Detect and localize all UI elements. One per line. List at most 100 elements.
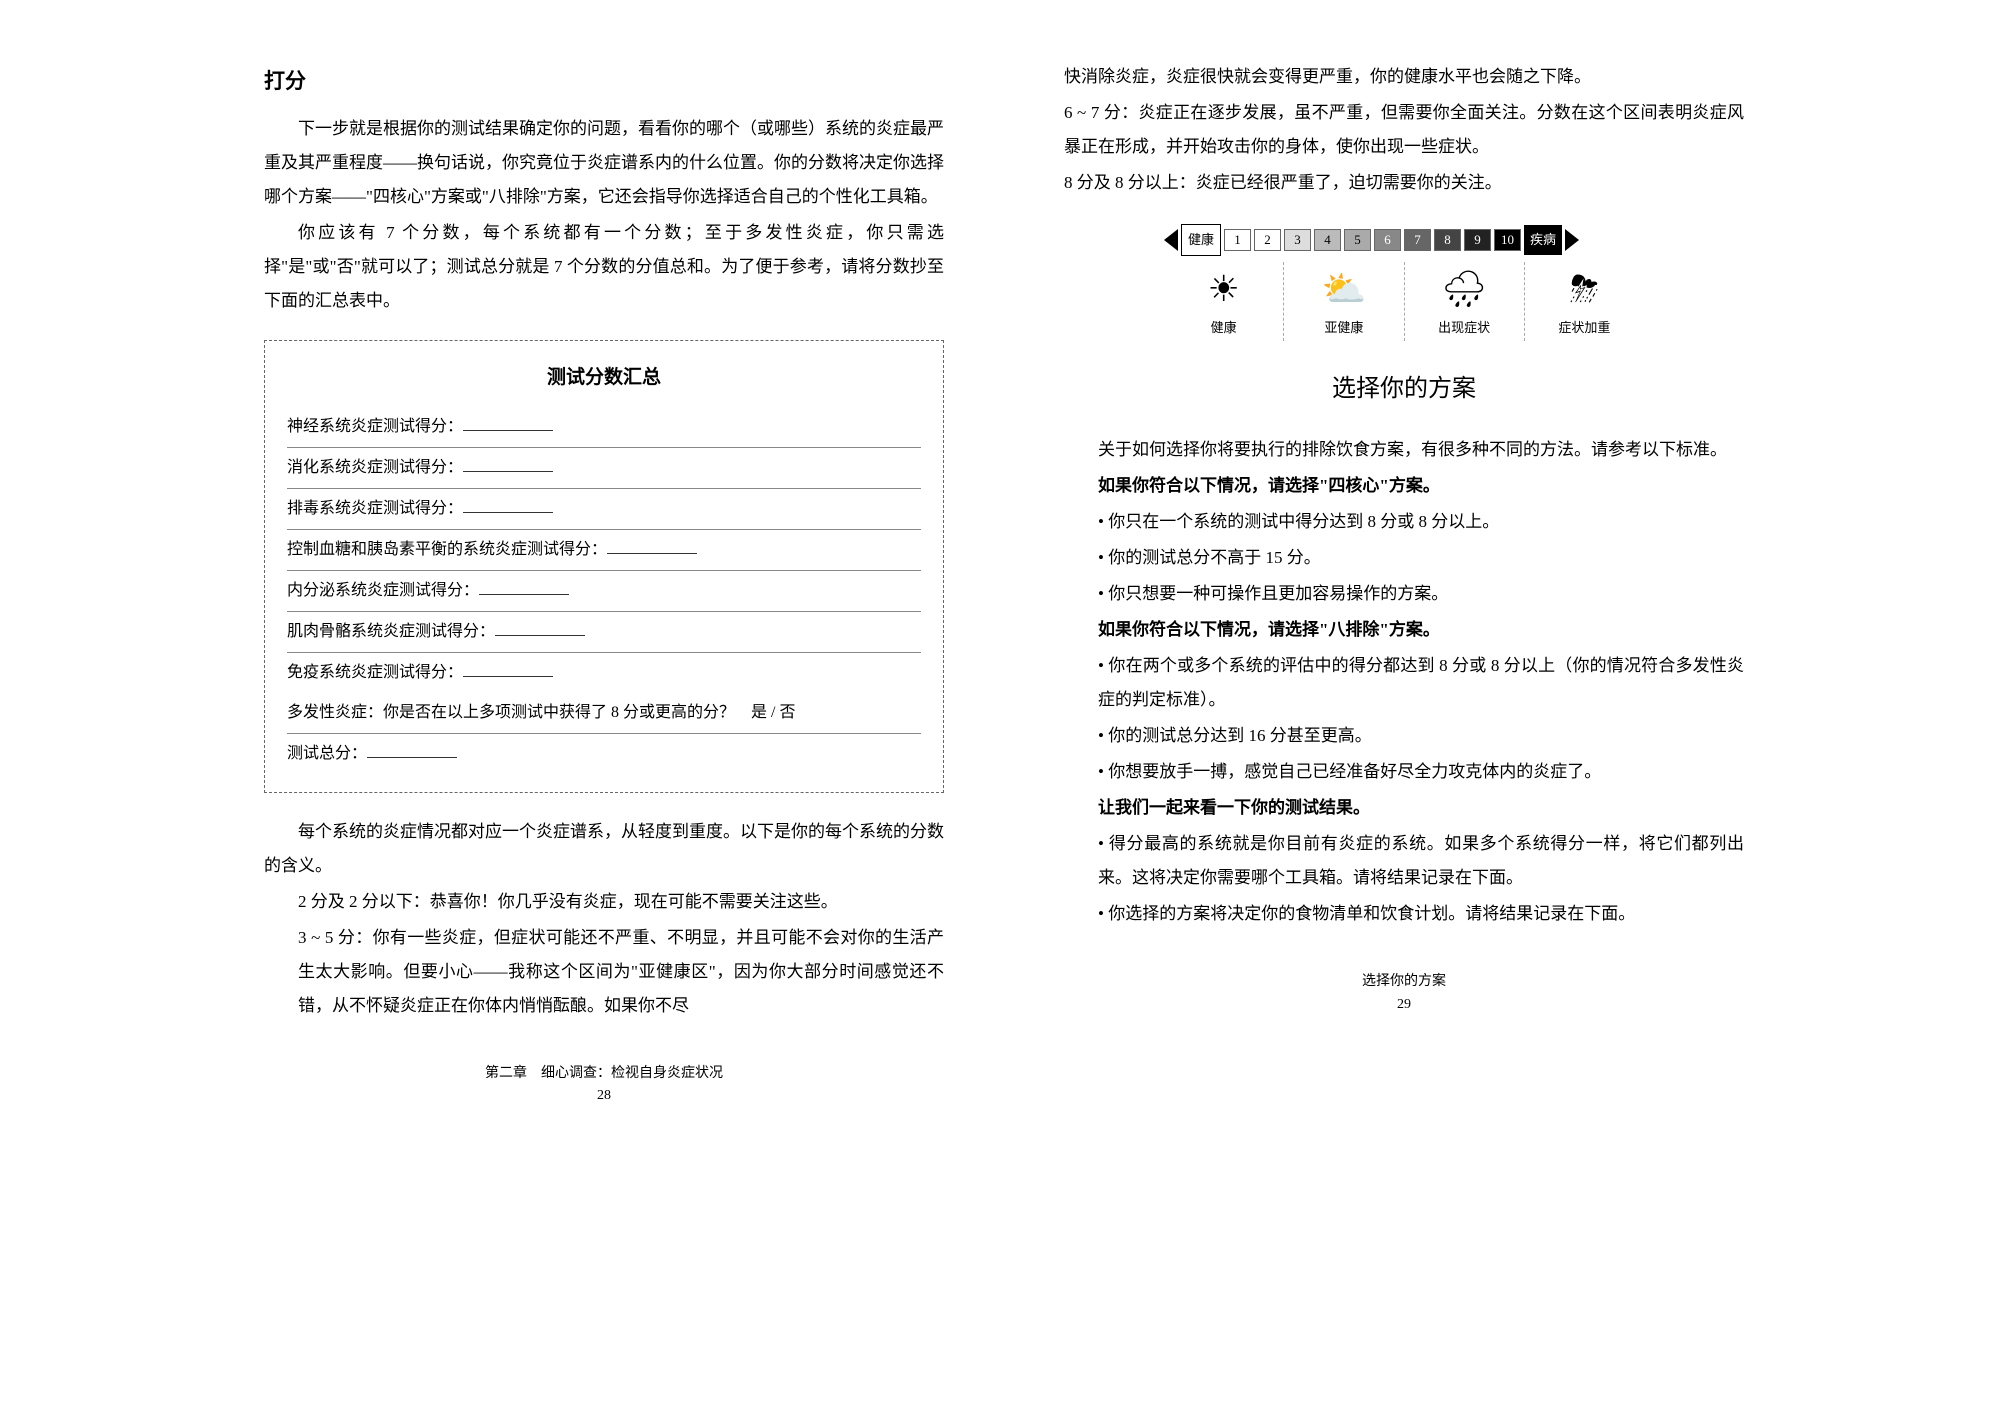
- score-rows: 神经系统炎症测试得分： 消化系统炎症测试得分： 排毒系统炎症测试得分： 控制血糖和胰岛…: [287, 407, 921, 693]
- spectrum-stage: ⛅ 亚健康: [1284, 262, 1404, 341]
- spectrum-stage: ☀ 健康: [1164, 262, 1284, 341]
- center-heading: 选择你的方案: [1064, 365, 1744, 413]
- weather-icon: ☀: [1164, 268, 1283, 311]
- spectrum-cell: 8: [1434, 229, 1461, 251]
- spectrum-cell: 5: [1344, 229, 1371, 251]
- score-line-multi: 多发性炎症：你是否在以上多项测试中获得了 8 分或更高的分？ 是 / 否: [287, 693, 921, 734]
- range-item: 2 分及 2 分以下：恭喜你！你几乎没有炎症，现在可能不需要关注这些。: [298, 885, 944, 919]
- score-line: 神经系统炎症测试得分：: [287, 407, 921, 448]
- paragraph: 每个系统的炎症情况都对应一个炎症谱系，从轻度到重度。以下是你的每个系统的分数的含…: [264, 815, 944, 883]
- stage-label: 症状加重: [1525, 315, 1644, 341]
- weather-icon: 🌧: [1405, 268, 1524, 311]
- weather-icon: ⛅: [1284, 268, 1403, 311]
- paragraph: 你应该有 7 个分数，每个系统都有一个分数；至于多发性炎症，你只需选择"是"或"…: [264, 216, 944, 318]
- bullet-item: 你只想要一种可操作且更加容易操作的方案。: [1098, 577, 1744, 611]
- score-label: 神经系统炎症测试得分：: [287, 418, 463, 435]
- result-list: 得分最高的系统就是你目前有炎症的系统。如果多个系统得分一样，将它们都列出来。这将…: [1064, 827, 1744, 931]
- score-label: 内分泌系统炎症测试得分：: [287, 582, 479, 599]
- total-label: 测试总分：: [287, 745, 367, 762]
- range-item: 8 分及 8 分以上：炎症已经很严重了，迫切需要你的关注。: [1064, 166, 1744, 200]
- spectrum-cell: 7: [1404, 229, 1431, 251]
- bullet-item: 你的测试总分不高于 15 分。: [1098, 541, 1744, 575]
- score-line: 免疫系统炎症测试得分：: [287, 653, 921, 693]
- weather-icon: ⛈: [1525, 268, 1644, 311]
- score-summary-box: 测试分数汇总 神经系统炎症测试得分： 消化系统炎症测试得分： 排毒系统炎症测试得分：…: [264, 340, 944, 793]
- bullet-item: 你想要放手一搏，感觉自己已经准备好尽全力攻克体内的炎症了。: [1098, 755, 1744, 789]
- condition-title: 如果你符合以下情况，请选择"四核心"方案。: [1064, 469, 1744, 503]
- bullet-item: 你只在一个系统的测试中得分达到 8 分或 8 分以上。: [1098, 505, 1744, 539]
- range-text: 炎症正在逐步发展，虽不严重，但需要你全面关注。分数在这个区间表明炎症风暴正在形成…: [1064, 103, 1744, 156]
- spectrum-cell: 1: [1224, 229, 1251, 251]
- continuation-text: 快消除炎症，炎症很快就会变得更严重，你的健康水平也会随之下降。: [1064, 60, 1744, 94]
- spectrum-cell: 9: [1464, 229, 1491, 251]
- bullet-item: 得分最高的系统就是你目前有炎症的系统。如果多个系统得分一样，将它们都列出来。这将…: [1098, 827, 1744, 895]
- spectrum-right-label: 疾病: [1524, 225, 1562, 255]
- score-line: 内分泌系统炎症测试得分：: [287, 571, 921, 612]
- blank-field[interactable]: [367, 740, 457, 758]
- score-label: 免疫系统炎症测试得分：: [287, 664, 463, 681]
- range-item: 3 ~ 5 分：你有一些炎症，但症状可能还不严重、不明显，并且可能不会对你的生活…: [298, 921, 944, 1023]
- stage-label: 亚健康: [1284, 315, 1403, 341]
- book-spread: 打分 下一步就是根据你的测试结果确定你的问题，看看你的哪个（或哪些）系统的炎症最…: [264, 60, 1744, 1108]
- spectrum-cell: 3: [1284, 229, 1311, 251]
- score-line: 控制血糖和胰岛素平衡的系统炎症测试得分：: [287, 530, 921, 571]
- spectrum-cell: 10: [1494, 229, 1521, 251]
- blank-field[interactable]: [463, 413, 553, 431]
- footer-chapter: 选择你的方案: [1064, 971, 1744, 993]
- paragraph: 关于如何选择你将要执行的排除饮食方案，有很多种不同的方法。请参考以下标准。: [1064, 433, 1744, 467]
- range-text: 你有一些炎症，但症状可能还不严重、不明显，并且可能不会对你的生活产生太大影响。但…: [298, 928, 944, 1015]
- spectrum-left-label: 健康: [1181, 224, 1221, 256]
- score-line: 消化系统炎症测试得分：: [287, 448, 921, 489]
- spectrum-stage: ⛈ 症状加重: [1525, 262, 1644, 341]
- range-block: 2 分及 2 分以下：恭喜你！你几乎没有炎症，现在可能不需要关注这些。 3 ~ …: [298, 885, 944, 1023]
- range-label: 6 ~ 7 分：: [1064, 103, 1139, 122]
- page-right: 快消除炎症，炎症很快就会变得更严重，你的健康水平也会随之下降。 6 ~ 7 分：…: [1064, 60, 1744, 1108]
- spectrum-stage: 🌧 出现症状: [1405, 262, 1525, 341]
- bullet-item: 你选择的方案将决定你的食物清单和饮食计划。请将结果记录在下面。: [1098, 897, 1744, 931]
- score-label: 肌肉骨骼系统炎症测试得分：: [287, 623, 495, 640]
- section-title: 打分: [264, 60, 944, 102]
- footer-page-number: 29: [1064, 994, 1744, 1016]
- spectrum-cell: 4: [1314, 229, 1341, 251]
- range-label: 8 分及 8 分以上：: [1064, 173, 1196, 192]
- blank-field[interactable]: [495, 618, 585, 636]
- range-item: 6 ~ 7 分：炎症正在逐步发展，虽不严重，但需要你全面关注。分数在这个区间表明…: [1064, 96, 1744, 164]
- footer-page-number: 28: [264, 1085, 944, 1107]
- condition2-list: 你在两个或多个系统的评估中的得分都达到 8 分或 8 分以上（你的情况符合多发性…: [1064, 649, 1744, 789]
- spectrum-scale: 健康 12345678910 疾病: [1164, 224, 1644, 256]
- blank-field[interactable]: [463, 659, 553, 677]
- range-label: 3 ~ 5 分：: [298, 928, 373, 947]
- score-label: 排毒系统炎症测试得分：: [287, 500, 463, 517]
- page-left: 打分 下一步就是根据你的测试结果确定你的问题，看看你的哪个（或哪些）系统的炎症最…: [264, 60, 944, 1108]
- spectrum-cells: 12345678910: [1224, 229, 1521, 251]
- stage-label: 出现症状: [1405, 315, 1524, 341]
- score-label: 消化系统炎症测试得分：: [287, 459, 463, 476]
- range-label: 2 分及 2 分以下：: [298, 892, 430, 911]
- score-line: 排毒系统炎症测试得分：: [287, 489, 921, 530]
- spectrum-cell: 6: [1374, 229, 1401, 251]
- score-line: 肌肉骨骼系统炎症测试得分：: [287, 612, 921, 653]
- score-label: 控制血糖和胰岛素平衡的系统炎症测试得分：: [287, 541, 607, 558]
- condition-title: 如果你符合以下情况，请选择"八排除"方案。: [1064, 613, 1744, 647]
- blank-field[interactable]: [463, 495, 553, 513]
- spectrum-stages: ☀ 健康⛅ 亚健康🌧 出现症状⛈ 症状加重: [1164, 262, 1644, 341]
- arrow-left-icon: [1164, 229, 1178, 251]
- blank-field[interactable]: [607, 536, 697, 554]
- spectrum-diagram: 健康 12345678910 疾病 ☀健康⛅亚健康🌧出现症状⛈症状加重: [1164, 224, 1644, 341]
- paragraph: 下一步就是根据你的测试结果确定你的问题，看看你的哪个（或哪些）系统的炎症最严重及…: [264, 112, 944, 214]
- page-footer: 选择你的方案 29: [1064, 971, 1744, 1016]
- lets-see: 让我们一起来看一下你的测试结果。: [1064, 791, 1744, 825]
- score-line-total: 测试总分：: [287, 734, 921, 774]
- arrow-right-icon: [1565, 229, 1579, 251]
- range-text: 恭喜你！你几乎没有炎症，现在可能不需要关注这些。: [430, 892, 838, 911]
- condition1-list: 你只在一个系统的测试中得分达到 8 分或 8 分以上。你的测试总分不高于 15 …: [1064, 505, 1744, 611]
- blank-field[interactable]: [463, 454, 553, 472]
- blank-field[interactable]: [479, 577, 569, 595]
- spectrum-cell: 2: [1254, 229, 1281, 251]
- page-footer: 第二章 细心调查：检视自身炎症状况 28: [264, 1063, 944, 1108]
- bullet-item: 你在两个或多个系统的评估中的得分都达到 8 分或 8 分以上（你的情况符合多发性…: [1098, 649, 1744, 717]
- score-box-title: 测试分数汇总: [287, 359, 921, 397]
- bullet-item: 你的测试总分达到 16 分甚至更高。: [1098, 719, 1744, 753]
- range-text: 炎症已经很严重了，迫切需要你的关注。: [1196, 173, 1502, 192]
- stage-label: 健康: [1164, 315, 1283, 341]
